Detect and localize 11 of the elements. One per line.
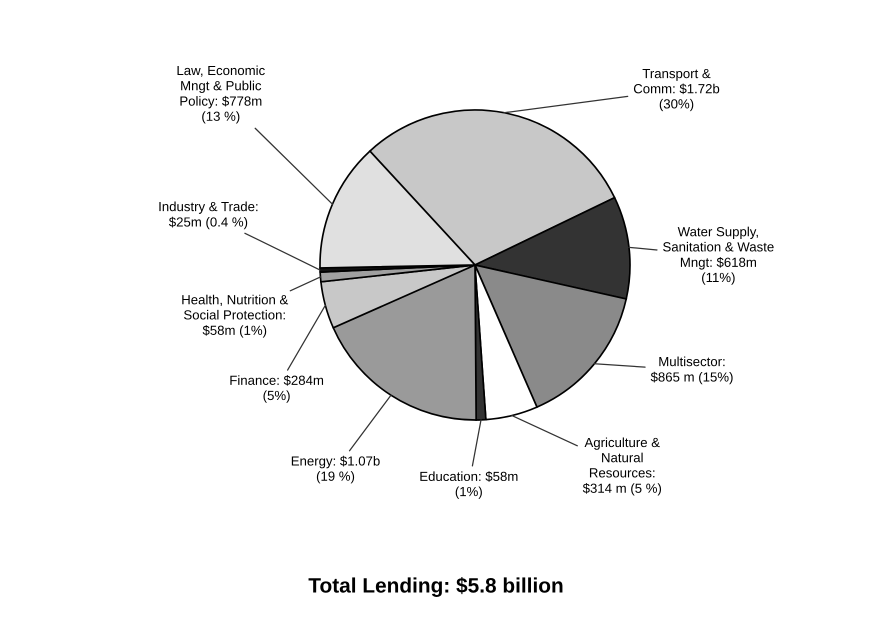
slice-label: Agriculture & Natural Resources: $314 m (5 %)	[582, 437, 662, 496]
slice-label: Water Supply, Sanitation & Waste Mngt: $618m (11%)	[663, 226, 774, 285]
slice-label: Health, Nutrition & Social Protection: $58m (1%)	[182, 294, 288, 338]
slice-label: Law, Economic Mngt & Public Policy: $778m (13 %)	[178, 65, 265, 124]
slice-label: Multisector: $865 m (15%)	[650, 356, 733, 384]
slice-label: Education: $58m (1%)	[420, 471, 518, 499]
text: Total Lending: $5.8 billion	[308, 577, 562, 597]
slice-label: Energy: $1.07b (19 %)	[292, 456, 380, 484]
slice-label: Transport & Comm: $1.72b (30%)	[634, 68, 720, 112]
slice-label: Industry & Trade: $25m (0.4 %)	[159, 202, 258, 230]
slice-label: Finance: $284m (5%)	[230, 375, 324, 403]
